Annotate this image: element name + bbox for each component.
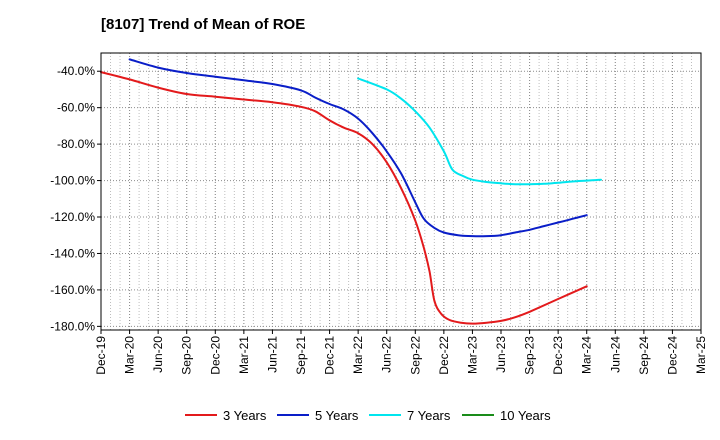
x-tick-label: Sep-22: [408, 336, 422, 375]
y-tick-label: -80.0%: [57, 137, 95, 151]
x-tick-label: Dec-24: [665, 336, 679, 375]
legend-label-5-years: 5 Years: [315, 408, 359, 423]
x-tick-label: Mar-25: [694, 336, 708, 374]
y-tick-label: -120.0%: [50, 210, 95, 224]
y-tick-label: -40.0%: [57, 64, 95, 78]
series-lines: [100, 58, 602, 325]
x-tick-label: Jun-20: [151, 336, 165, 373]
x-tick-label: Mar-20: [123, 336, 137, 374]
series-line-3-years: [100, 71, 588, 325]
x-tick-label: Dec-21: [323, 336, 337, 375]
series-line-5-years: [128, 58, 588, 238]
legend-label-10-years: 10 Years: [500, 408, 551, 423]
x-tick-label: Jun-24: [608, 336, 622, 373]
x-tick-label: Jun-23: [494, 336, 508, 373]
x-axis: Dec-19 Mar-20 Jun-20 Sep-20 Dec-20 Mar-21 Jun-…: [94, 330, 708, 375]
plot-border: [100, 52, 702, 331]
x-tick-label: Mar-23: [465, 336, 479, 374]
legend: 3 Years 5 Years 7 Years 10 Years: [185, 408, 551, 423]
x-tick-label: Sep-20: [180, 336, 194, 375]
x-tick-label: Jun-22: [380, 336, 394, 373]
x-tick-label: Sep-24: [637, 336, 651, 375]
x-tick-label: Sep-23: [523, 336, 537, 375]
y-tick-label: -140.0%: [50, 246, 95, 260]
x-tick-label: Dec-20: [208, 336, 222, 375]
y-axis: -40.0% -60.0% -80.0% -100.0% -120.0% -140.0% -…: [50, 64, 101, 333]
x-tick-label: Jun-21: [265, 336, 279, 373]
y-tick-label: -180.0%: [50, 319, 95, 333]
y-tick-label: -100.0%: [50, 174, 95, 188]
y-tick-label: -60.0%: [57, 101, 95, 115]
y-tick-label: -160.0%: [50, 283, 95, 297]
legend-label-3-years: 3 Years: [223, 408, 267, 423]
chart-title: [8107] Trend of Mean of ROE: [101, 16, 305, 33]
x-tick-label: Dec-22: [437, 336, 451, 375]
legend-label-7-years: 7 Years: [407, 408, 451, 423]
x-tick-label: Mar-24: [580, 336, 594, 374]
series-line-7-years: [357, 77, 602, 186]
plot-frame: [100, 52, 702, 331]
x-tick-label: Dec-23: [551, 336, 565, 375]
grid: [101, 53, 701, 330]
x-tick-label: Sep-21: [294, 336, 308, 375]
x-tick-label: Dec-19: [94, 336, 108, 375]
x-tick-label: Mar-22: [351, 336, 365, 374]
x-tick-label: Mar-21: [237, 336, 251, 374]
